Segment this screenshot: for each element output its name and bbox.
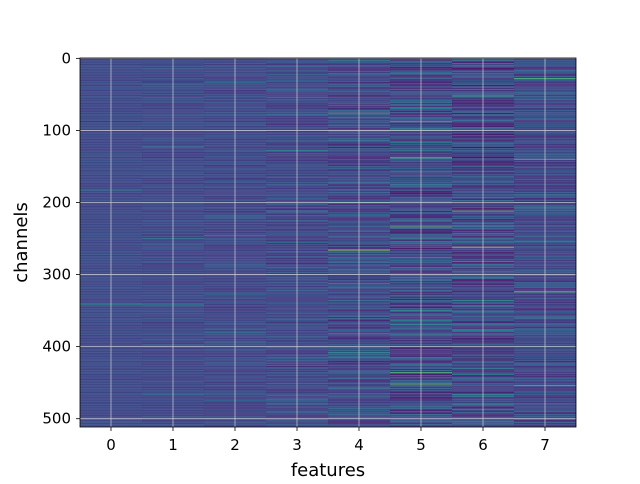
y-tick-label: 100 [42,121,71,139]
heatmap-cells [80,58,576,427]
y-tick-label: 400 [42,338,71,356]
x-axis-label: features [291,460,365,480]
x-tick-label: 5 [416,436,426,454]
grid-lines [80,57,576,427]
y-axis-ticks: 0 100 200 300 400 500 [42,49,80,428]
y-tick-label: 500 [42,410,71,428]
y-axis-label: channels [11,202,32,283]
x-tick-label: 1 [168,436,178,454]
x-axis-ticks: 0 1 2 3 4 5 6 7 [106,427,550,454]
x-tick-label: 4 [354,436,364,454]
x-tick-label: 0 [106,436,116,454]
y-tick-label: 0 [61,49,71,67]
plot-frame [79,57,577,428]
x-tick-label: 6 [478,436,488,454]
y-tick-label: 300 [42,266,71,284]
x-tick-label: 3 [292,436,302,454]
x-tick-label: 7 [540,436,550,454]
x-tick-label: 2 [230,436,240,454]
y-tick-label: 200 [42,194,71,212]
